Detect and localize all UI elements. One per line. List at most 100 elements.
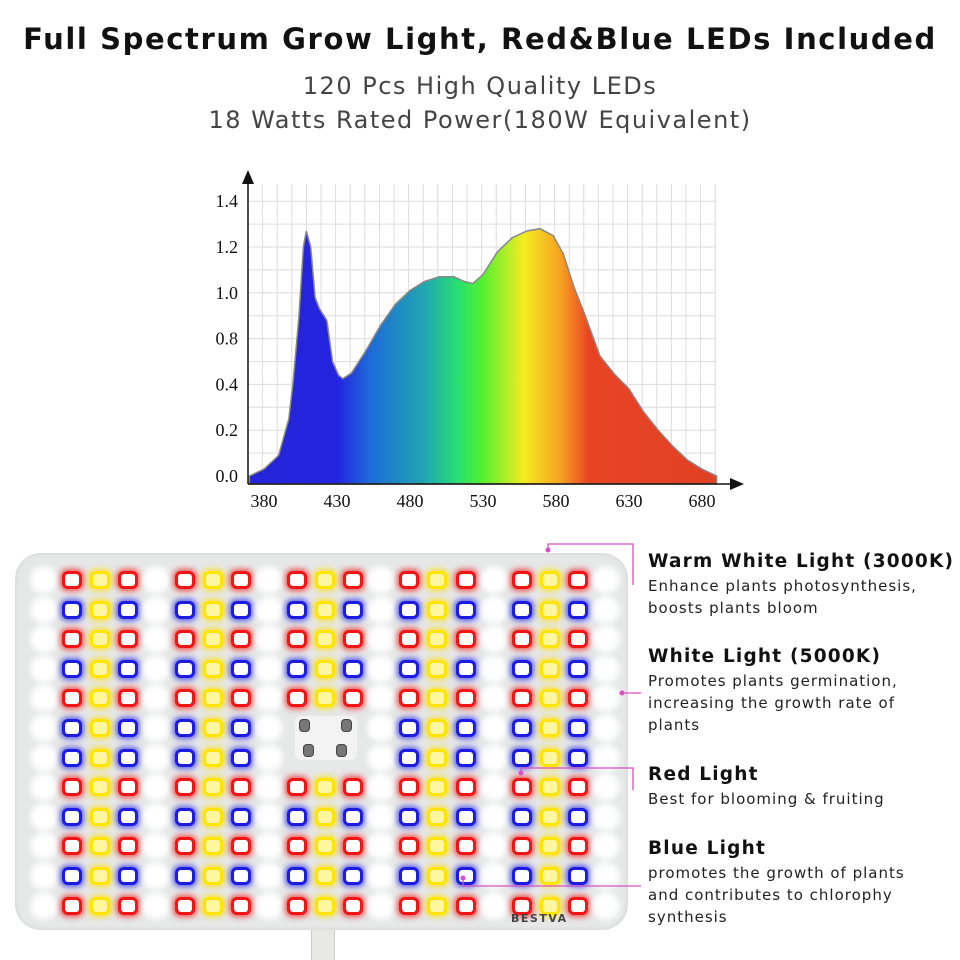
- blue-led: [233, 751, 248, 764]
- blue-led: [458, 751, 473, 764]
- white-led: [373, 868, 390, 884]
- red-led: [121, 574, 136, 586]
- red-led: [570, 692, 585, 705]
- white-led: [260, 749, 277, 766]
- blue-led: [121, 603, 136, 616]
- y-tick-label: 0.0: [216, 466, 239, 486]
- white-led: [36, 808, 52, 825]
- blue-led: [346, 662, 361, 675]
- red-led: [346, 633, 361, 646]
- warm-white-led: [205, 574, 220, 586]
- warm-white-led: [430, 692, 445, 705]
- red-led: [65, 781, 80, 794]
- feature-title-blue: Blue Light: [648, 838, 766, 859]
- white-led: [485, 808, 502, 825]
- red-led: [233, 692, 248, 705]
- red-led: [177, 574, 192, 586]
- red-led: [233, 574, 248, 586]
- white-led: [36, 572, 52, 588]
- blue-led: [514, 603, 529, 616]
- blue-led: [514, 810, 529, 823]
- y-axis-arrow: [242, 170, 254, 184]
- white-led: [148, 720, 165, 736]
- red-led: [65, 692, 80, 705]
- blue-led: [177, 870, 192, 882]
- red-led: [233, 899, 248, 912]
- desc-line: Best for blooming & fruiting: [648, 790, 885, 808]
- red-led: [570, 899, 585, 912]
- white-led: [148, 572, 165, 588]
- page-title: Full Spectrum Grow Light, Red&Blue LEDs …: [23, 22, 937, 56]
- subtitle-led-count: 120 Pcs High Quality LEDs: [302, 72, 658, 100]
- blue-led: [121, 810, 136, 823]
- red-led: [458, 840, 473, 853]
- red-led: [402, 574, 417, 586]
- warm-white-led: [318, 633, 332, 646]
- blue-led: [289, 662, 304, 675]
- blue-led: [233, 870, 248, 882]
- y-tick-label: 0.4: [216, 374, 239, 394]
- warm-white-led: [93, 574, 108, 586]
- leader-dot: [545, 547, 551, 553]
- white-led: [485, 720, 502, 736]
- warm-white-led: [318, 574, 332, 586]
- blue-led: [570, 722, 585, 734]
- red-led: [65, 633, 80, 646]
- white-led: [260, 897, 277, 914]
- red-led: [402, 840, 417, 853]
- screw-icon: [336, 744, 347, 757]
- red-led: [121, 633, 136, 646]
- blue-led: [289, 810, 304, 823]
- red-led: [289, 840, 304, 853]
- warm-white-led: [542, 692, 557, 705]
- blue-led: [570, 870, 585, 882]
- warm-white-led: [318, 810, 332, 823]
- warm-white-led: [430, 662, 445, 675]
- warm-white-led: [93, 722, 108, 734]
- red-led: [346, 574, 361, 586]
- red-led: [289, 633, 304, 646]
- white-led: [485, 779, 502, 796]
- blue-led: [570, 662, 585, 675]
- screw-icon: [341, 719, 352, 732]
- white-led: [260, 572, 277, 588]
- warm-white-led: [93, 603, 108, 616]
- warm-white-led: [205, 781, 220, 794]
- white-led: [148, 897, 165, 914]
- warm-white-led: [93, 633, 108, 646]
- red-led: [458, 692, 473, 705]
- screw-icon: [303, 744, 314, 757]
- red-led: [289, 692, 304, 705]
- white-led: [373, 690, 390, 707]
- warm-white-led: [542, 781, 557, 794]
- white-led: [260, 631, 277, 648]
- red-led: [570, 574, 585, 586]
- white-led: [148, 631, 165, 648]
- white-led: [373, 808, 390, 825]
- blue-led: [65, 751, 80, 764]
- spectrum-chart: 380 430 480 530 580 630 680 0.0 0.2 0.4 0.8 1.0 1.2…: [216, 170, 744, 511]
- feature-desc-warm-white: Enhance plants photosynthesis, boosts pl…: [648, 575, 958, 619]
- red-led: [402, 899, 417, 912]
- blue-led: [346, 603, 361, 616]
- white-led: [260, 660, 277, 677]
- warm-white-led: [205, 662, 220, 675]
- warm-white-led: [93, 751, 108, 764]
- warm-white-led: [205, 633, 220, 646]
- red-led: [514, 574, 529, 586]
- white-led: [598, 897, 614, 914]
- warm-white-led: [542, 662, 557, 675]
- blue-led: [121, 870, 136, 882]
- white-led: [485, 749, 502, 766]
- red-led: [121, 781, 136, 794]
- blue-led: [570, 603, 585, 616]
- feature-title-white: White Light (5000K): [648, 646, 882, 667]
- x-axis-arrow: [730, 478, 744, 490]
- blue-led: [458, 722, 473, 734]
- desc-line: Enhance plants photosynthesis,: [648, 577, 917, 595]
- red-led: [233, 633, 248, 646]
- red-led: [346, 781, 361, 794]
- warm-white-led: [430, 781, 445, 794]
- feature-title-warm-white: Warm White Light (3000K): [648, 551, 955, 572]
- y-tick-label: 1.0: [216, 283, 239, 303]
